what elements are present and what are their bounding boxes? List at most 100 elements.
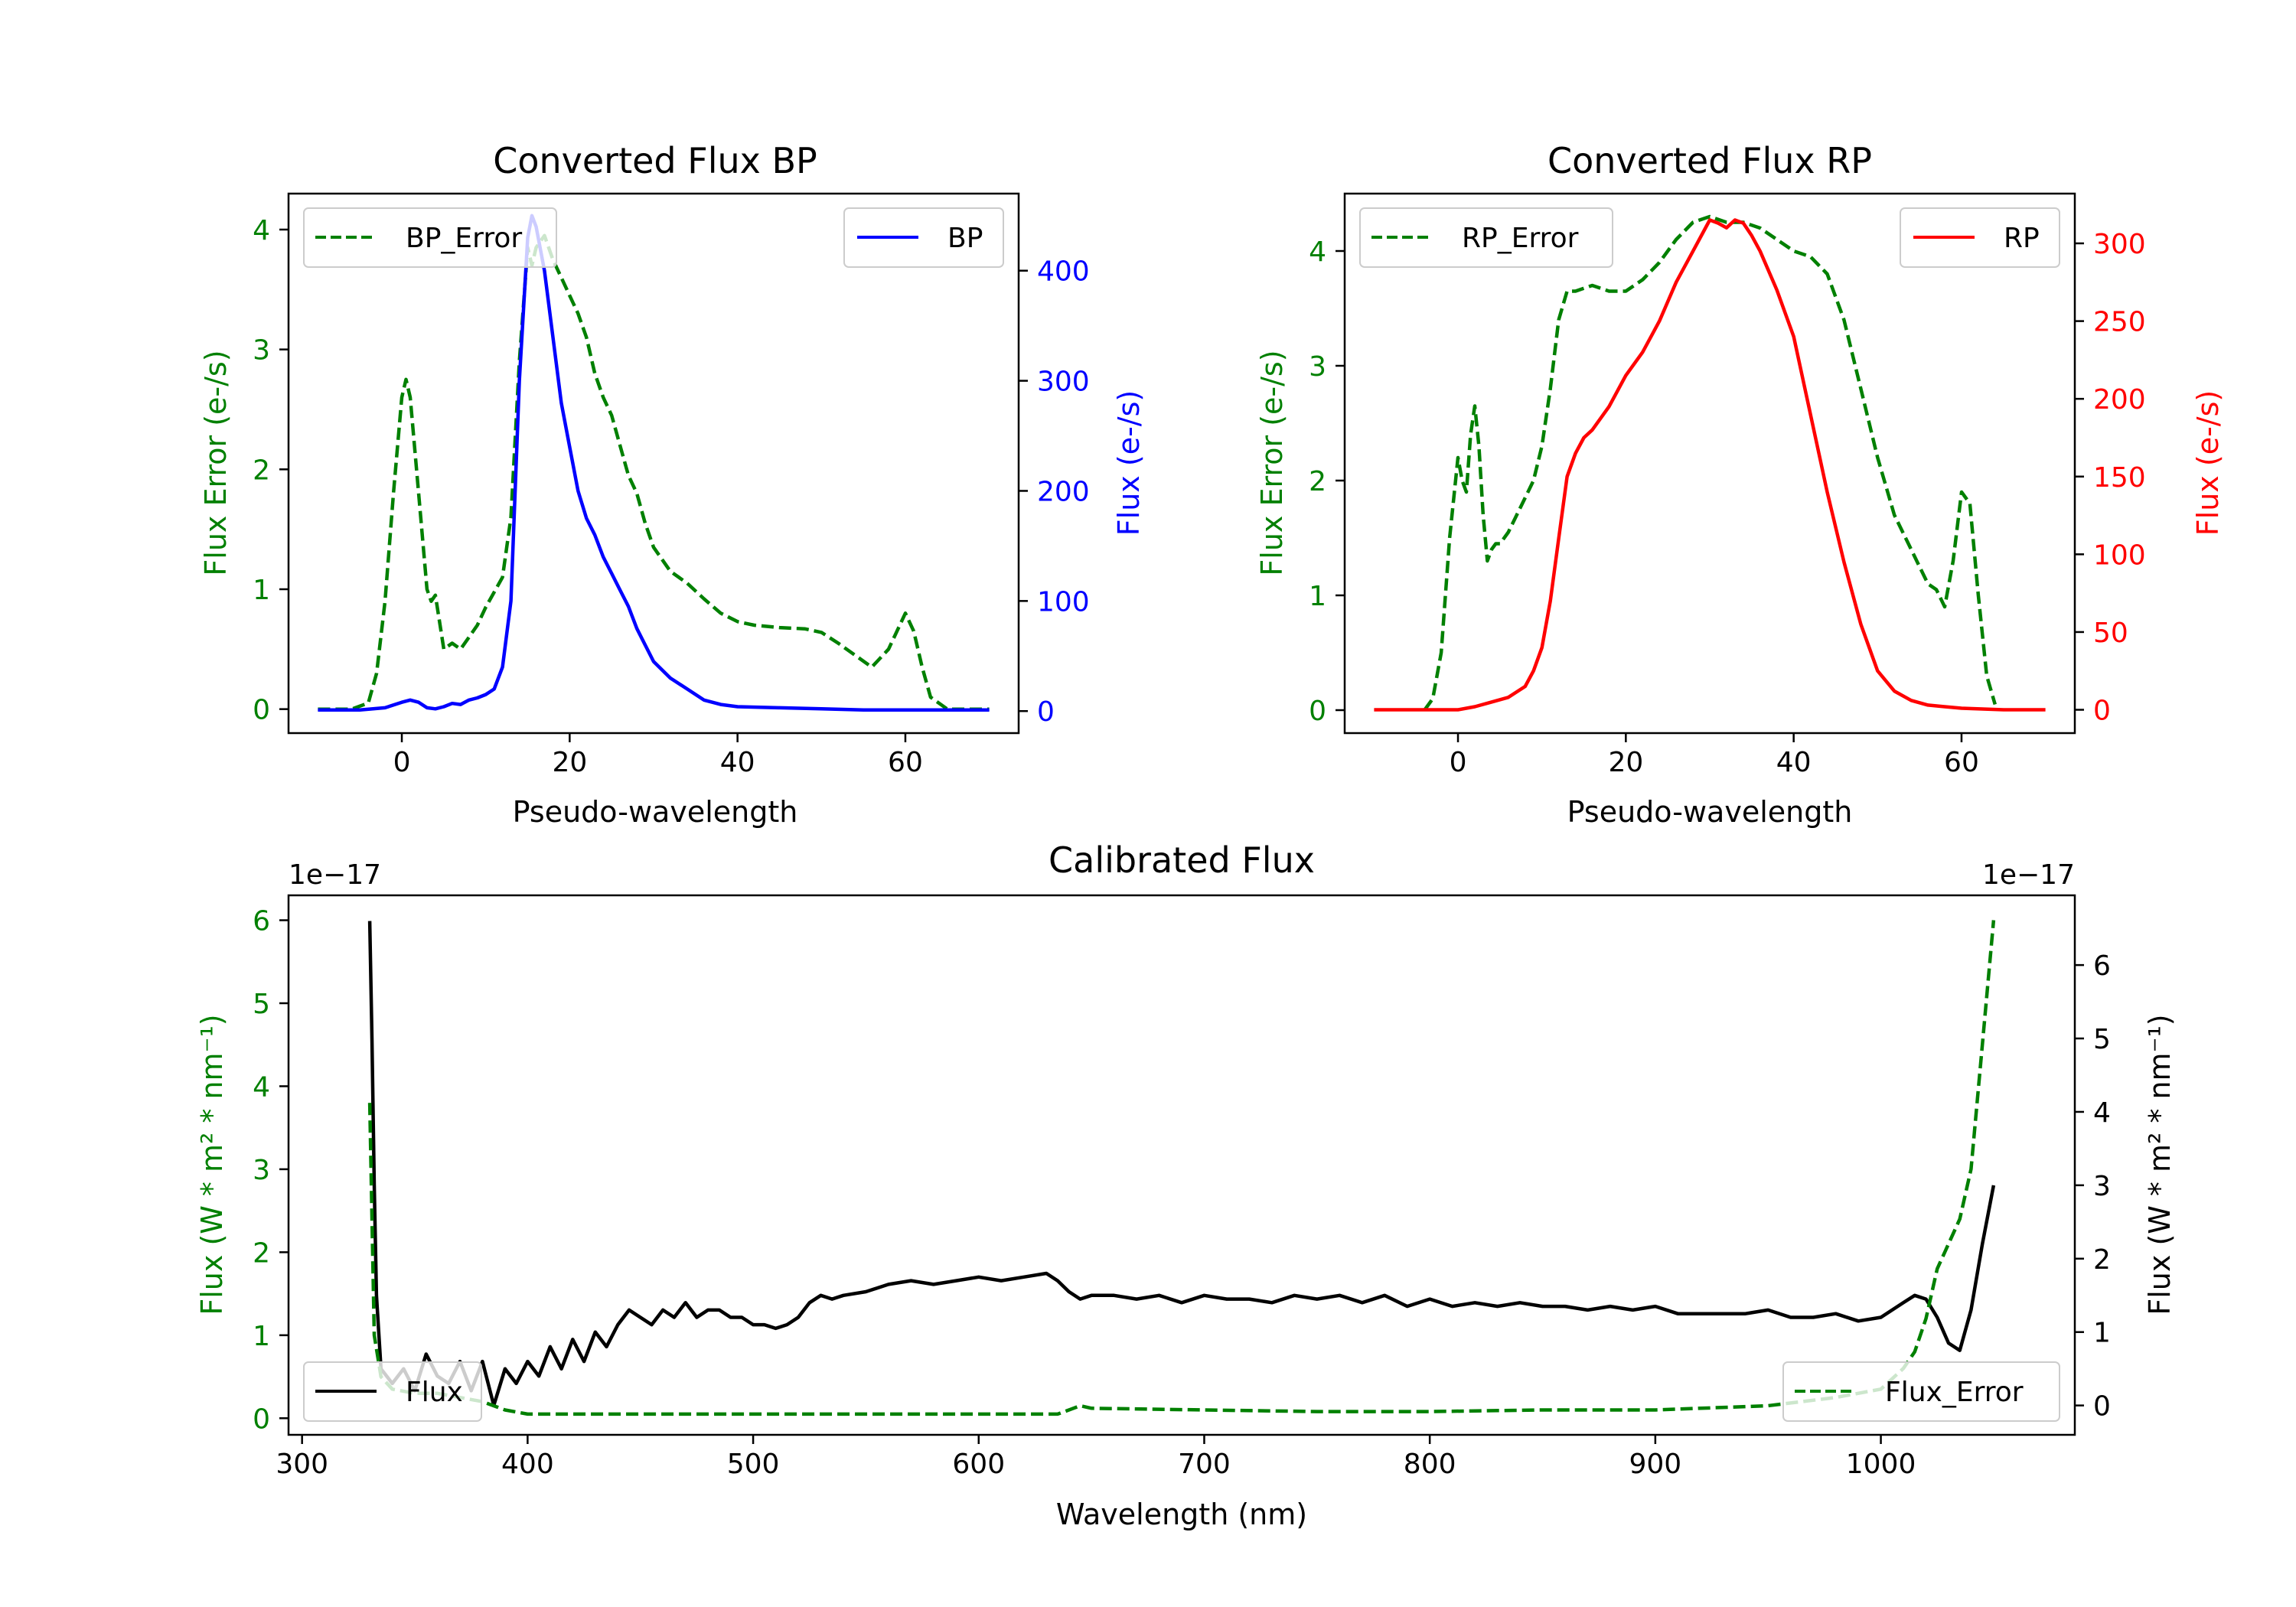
bp-right-tick-label: 200 bbox=[1037, 476, 1090, 507]
calibrated-panel: Calibrated Flux 300 400 5 0 0 600 700 800 900 100… bbox=[195, 839, 2177, 1531]
bp-x-tick-label: 60 bbox=[888, 747, 923, 778]
rp-left-tick-label: 4 bbox=[1309, 236, 1326, 268]
calibrated-right-tick-label: 0 bbox=[2093, 1391, 2111, 1423]
calibrated-right-tick-label: 5 bbox=[2093, 1024, 2111, 1055]
bp-series-bp bbox=[318, 214, 990, 712]
rp-right-tick-label: 250 bbox=[2093, 307, 2146, 338]
calibrated-series-flux-error bbox=[367, 920, 1996, 1416]
bp-right-tick-label: 100 bbox=[1037, 586, 1090, 618]
calibrated-legend-flux-box bbox=[303, 1361, 482, 1422]
calibrated-x-ticks: 300 400 500 600 700 800 900 1000 bbox=[276, 1435, 1916, 1480]
calibrated-right-tick-label: 4 bbox=[2093, 1097, 2111, 1129]
rp-legend-flux-label: RP bbox=[2004, 223, 2040, 254]
bp-left-tick-label: 4 bbox=[253, 215, 270, 246]
bp-x-tick-label: 40 bbox=[720, 747, 755, 778]
calibrated-left-tick-label: 1 bbox=[253, 1321, 270, 1352]
rp-x-ticks: 0 20 40 60 bbox=[1450, 733, 1979, 778]
rp-left-ticks: 0 1 2 3 4 bbox=[1309, 236, 1345, 727]
rp-left-tick-label: 0 bbox=[1309, 696, 1326, 727]
calibrated-left-tick-label: 5 bbox=[253, 989, 270, 1020]
bp-left-tick-label: 0 bbox=[253, 695, 270, 726]
bp-x-label: Pseudo-wavelength bbox=[513, 795, 798, 829]
rp-x-tick-label: 60 bbox=[1944, 747, 1979, 778]
calibrated-left-ticks: 0 1 2 3 4 5 6 bbox=[253, 906, 289, 1435]
bp-right-tick-label: 400 bbox=[1037, 256, 1090, 288]
bp-right-y-label: Flux (e-/s) bbox=[1112, 390, 1146, 536]
rp-legend-error: RP_Error bbox=[1359, 207, 1613, 268]
bp-axes-frame bbox=[287, 192, 1020, 735]
rp-series-rp-error bbox=[1423, 214, 1997, 712]
rp-legend-error-box bbox=[1359, 207, 1613, 268]
bp-right-ticks: 0 100 200 300 400 bbox=[1019, 256, 1090, 728]
rp-left-tick-label: 1 bbox=[1309, 581, 1326, 612]
rp-x-tick-label: 0 bbox=[1450, 747, 1467, 778]
bp-left-tick-label: 2 bbox=[253, 455, 270, 486]
rp-axes-frame bbox=[1343, 192, 2076, 735]
rp-series-rp bbox=[1374, 218, 2046, 712]
calibrated-left-tick-label: 0 bbox=[253, 1403, 270, 1435]
bp-plot-area bbox=[318, 214, 990, 712]
bp-legend-error: BP_Error bbox=[303, 207, 557, 268]
calibrated-right-ticks: 0 1 2 3 4 5 6 bbox=[2075, 950, 2111, 1423]
bp-x-ticks: 0 20 40 60 bbox=[393, 733, 923, 778]
bp-left-tick-label: 1 bbox=[253, 575, 270, 606]
calibrated-right-tick-label: 2 bbox=[2093, 1244, 2111, 1276]
calibrated-series-flux bbox=[367, 921, 1996, 1407]
bp-legend-flux: BP bbox=[843, 207, 1004, 268]
rp-right-tick-label: 0 bbox=[2093, 696, 2111, 727]
rp-title: Converted Flux RP bbox=[1548, 140, 1872, 181]
calibrated-x-tick-label: 700 bbox=[1178, 1449, 1231, 1480]
bp-x-tick-label: 0 bbox=[393, 747, 411, 778]
rp-x-tick-label: 20 bbox=[1608, 747, 1643, 778]
rp-panel: Converted Flux RP 0 20 40 60 0 1 2 3 4 0 50 100 15… bbox=[1255, 140, 2225, 829]
rp-x-tick-label: 40 bbox=[1776, 747, 1812, 778]
bp-left-ticks: 0 1 2 3 4 bbox=[253, 215, 289, 726]
bp-x-tick-label: 20 bbox=[552, 747, 587, 778]
calibrated-legend-error-box bbox=[1782, 1361, 2060, 1422]
bp-left-y-label: Flux Error (e-/s) bbox=[199, 350, 233, 575]
rp-right-tick-label: 150 bbox=[2093, 462, 2146, 494]
calibrated-legend-error: Flux_Error bbox=[1782, 1361, 2060, 1422]
rp-left-y-label: Flux Error (e-/s) bbox=[1255, 350, 1289, 575]
bp-panel: Converted Flux BP 0 20 40 60 0 1 2 3 4 0 100 200 3… bbox=[199, 140, 1146, 829]
bp-legend-flux-label: BP bbox=[947, 223, 983, 254]
rp-left-tick-label: 2 bbox=[1309, 466, 1326, 497]
calibrated-left-y-label: Flux (W * m² * nm⁻¹) bbox=[195, 1014, 229, 1315]
calibrated-title: Calibrated Flux bbox=[1049, 839, 1315, 881]
calibrated-axes-frame bbox=[287, 894, 2076, 1436]
bp-title: Converted Flux BP bbox=[493, 140, 817, 181]
calibrated-left-offset: 1e−17 bbox=[289, 859, 381, 891]
calibrated-x-tick-label: 900 bbox=[1629, 1449, 1682, 1480]
rp-x-label: Pseudo-wavelength bbox=[1567, 795, 1853, 829]
calibrated-x-tick-label: 800 bbox=[1404, 1449, 1456, 1480]
calibrated-x-tick-label: 400 bbox=[501, 1449, 554, 1480]
calibrated-x-tick-label: 300 bbox=[276, 1449, 328, 1480]
rp-right-tick-label: 200 bbox=[2093, 384, 2146, 416]
calibrated-legend-flux: Flux bbox=[303, 1361, 482, 1422]
calibrated-plot-area bbox=[367, 920, 1996, 1416]
rp-right-ticks: 0 50 100 150 200 250 300 bbox=[2075, 229, 2146, 727]
calibrated-left-tick-label: 2 bbox=[253, 1237, 270, 1269]
bp-legend-flux-box bbox=[843, 207, 1004, 268]
calibrated-left-tick-label: 3 bbox=[253, 1155, 270, 1186]
calibrated-right-tick-label: 6 bbox=[2093, 950, 2111, 982]
calibrated-left-tick-label: 4 bbox=[253, 1071, 270, 1103]
bp-right-tick-label: 0 bbox=[1037, 696, 1055, 728]
bp-right-tick-label: 300 bbox=[1037, 367, 1090, 398]
rp-legend-flux-box bbox=[1900, 207, 2060, 268]
rp-right-tick-label: 100 bbox=[2093, 539, 2146, 571]
rp-plot-area bbox=[1374, 214, 2046, 712]
calibrated-x-label: Wavelength (nm) bbox=[1056, 1498, 1307, 1531]
bp-left-tick-label: 3 bbox=[253, 335, 270, 367]
calibrated-legend-error-label: Flux_Error bbox=[1885, 1377, 2024, 1408]
calibrated-left-tick-label: 6 bbox=[253, 906, 270, 937]
calibrated-x-tick-label: 600 bbox=[952, 1449, 1005, 1480]
calibrated-x-tick-label: 1000 bbox=[1846, 1449, 1916, 1480]
rp-legend-flux: RP bbox=[1900, 207, 2060, 268]
calibrated-right-offset: 1e−17 bbox=[1982, 859, 2075, 891]
bp-legend-error-box bbox=[303, 207, 557, 268]
rp-legend-error-label: RP_Error bbox=[1462, 223, 1579, 254]
rp-left-tick-label: 3 bbox=[1309, 351, 1326, 383]
calibrated-legend-flux-label: Flux bbox=[406, 1377, 463, 1408]
